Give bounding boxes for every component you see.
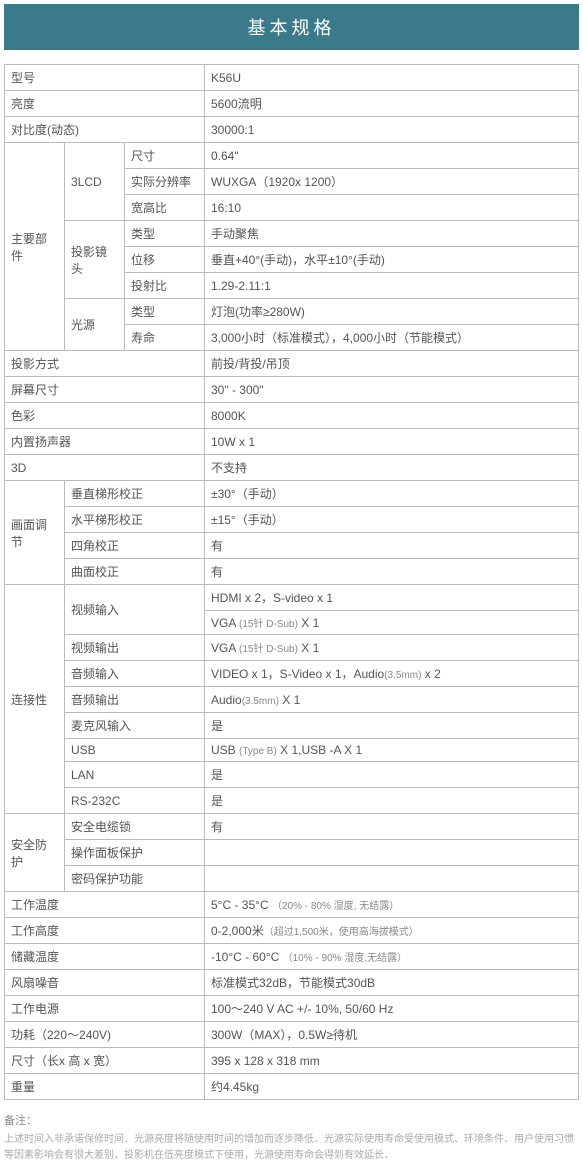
cell-label: 视频输出: [65, 635, 205, 661]
cell-label: 安全电缆锁: [65, 814, 205, 840]
cell-label: 类型: [125, 221, 205, 247]
cell-label: 实际分辨率: [125, 169, 205, 195]
cell-label: USB: [65, 739, 205, 762]
cell-label: 投影方式: [5, 351, 205, 377]
cell-label: 水平梯形校正: [65, 507, 205, 533]
cell-label: 亮度: [5, 91, 205, 117]
cell-value: VIDEO x 1，S-Video x 1，Audio(3.5mm) x 2: [205, 661, 579, 687]
cell-label: 音频输入: [65, 661, 205, 687]
cell-label: RS-232C: [65, 788, 205, 814]
cell-value: VGA (15针 D-Sub) X 1: [205, 635, 579, 661]
cell-value: ±15°（手动）: [205, 507, 579, 533]
cell-label: 工作高度: [5, 918, 205, 944]
cell-value: 300W（MAX），0.5W≥待机: [205, 1022, 579, 1048]
cell-label: 内置扬声器: [5, 429, 205, 455]
cell-value: 手动聚焦: [205, 221, 579, 247]
cell-label: 音频输出: [65, 687, 205, 713]
cell-label: 四角校正: [65, 533, 205, 559]
cell-label: 画面调节: [5, 481, 65, 585]
cell-value: 30" - 300": [205, 377, 579, 403]
cell-label: 工作电源: [5, 996, 205, 1022]
cell-label: 尺寸: [125, 143, 205, 169]
cell-label: 型号: [5, 65, 205, 91]
cell-label: 麦克风输入: [65, 713, 205, 739]
cell-value: 标准模式32dB，节能模式30dB: [205, 970, 579, 996]
cell-value: VGA (15针 D-Sub) X 1: [205, 611, 579, 635]
cell-label: 投影镜头: [65, 221, 125, 299]
cell-label: 位移: [125, 247, 205, 273]
cell-value: 16:10: [205, 195, 579, 221]
cell-label: 寿命: [125, 325, 205, 351]
section-header: 基本规格: [4, 4, 579, 50]
cell-value: 30000:1: [205, 117, 579, 143]
cell-label: 风扇噪音: [5, 970, 205, 996]
cell-value: -10°C - 60°C （10% - 90% 湿度,无结露）: [205, 944, 579, 970]
cell-value: WUXGA（1920x 1200）: [205, 169, 579, 195]
cell-value: 垂直+40°(手动)，水平±10°(手动): [205, 247, 579, 273]
cell-value: ±30°（手动）: [205, 481, 579, 507]
cell-value: 10W x 1: [205, 429, 579, 455]
cell-value: [205, 840, 579, 866]
cell-value: 395 x 128 x 318 mm: [205, 1048, 579, 1074]
cell-label: 功耗（220～240V): [5, 1022, 205, 1048]
cell-value: 有: [205, 533, 579, 559]
cell-label: 曲面校正: [65, 559, 205, 585]
cell-value: 100～240 V AC +/- 10%, 50/60 Hz: [205, 996, 579, 1022]
cell-label: 类型: [125, 299, 205, 325]
cell-label: 投射比: [125, 273, 205, 299]
cell-value: K56U: [205, 65, 579, 91]
cell-label: 对比度(动态): [5, 117, 205, 143]
cell-label: 3D: [5, 455, 205, 481]
cell-label: 重量: [5, 1074, 205, 1100]
cell-label: LAN: [65, 762, 205, 788]
cell-value: 是: [205, 762, 579, 788]
cell-label: 垂直梯形校正: [65, 481, 205, 507]
cell-label: 储藏温度: [5, 944, 205, 970]
cell-label: 连接性: [5, 585, 65, 814]
cell-label: 尺寸（长x 高 x 宽）: [5, 1048, 205, 1074]
cell-label: 视频输入: [65, 585, 205, 635]
cell-value: 5600流明: [205, 91, 579, 117]
spec-table: 型号K56U 亮度5600流明 对比度(动态)30000:1 主要部件 3LCD…: [4, 64, 579, 1100]
cell-value: 5°C - 35°C （20% - 80% 湿度, 无结露）: [205, 892, 579, 918]
cell-value: 有: [205, 814, 579, 840]
cell-value: Audio(3.5mm) X 1: [205, 687, 579, 713]
cell-value: 约4.45kg: [205, 1074, 579, 1100]
cell-label: 操作面板保护: [65, 840, 205, 866]
cell-value: 灯泡(功率≥280W): [205, 299, 579, 325]
cell-label: 工作温度: [5, 892, 205, 918]
cell-value: 有: [205, 559, 579, 585]
cell-value: 不支持: [205, 455, 579, 481]
cell-value: 1.29-2.11:1: [205, 273, 579, 299]
cell-value: USB (Type B) X 1,USB -A X 1: [205, 739, 579, 762]
cell-label: 屏幕尺寸: [5, 377, 205, 403]
footnote-label: 备注：: [4, 1112, 579, 1128]
cell-value: 是: [205, 713, 579, 739]
cell-label: 主要部件: [5, 143, 65, 351]
cell-value: HDMI x 2，S-video x 1: [205, 585, 579, 611]
footnote-text: 上述时间入非承诺保修时间．光源亮度将随使用时间的增加而逐步降低．光源实际使用寿命…: [4, 1132, 579, 1164]
cell-label: 色彩: [5, 403, 205, 429]
cell-value: [205, 866, 579, 892]
cell-label: 安全防护: [5, 814, 65, 892]
cell-value: 0-2,000米（超过1,500米，使用高海拔模式）: [205, 918, 579, 944]
cell-label: 宽高比: [125, 195, 205, 221]
cell-value: 是: [205, 788, 579, 814]
cell-label: 3LCD: [65, 143, 125, 221]
cell-value: 前投/背投/吊顶: [205, 351, 579, 377]
cell-label: 密码保护功能: [65, 866, 205, 892]
cell-value: 8000K: [205, 403, 579, 429]
cell-label: 光源: [65, 299, 125, 351]
cell-value: 0.64": [205, 143, 579, 169]
cell-value: 3,000小时（标准模式），4,000小时（节能模式）: [205, 325, 579, 351]
